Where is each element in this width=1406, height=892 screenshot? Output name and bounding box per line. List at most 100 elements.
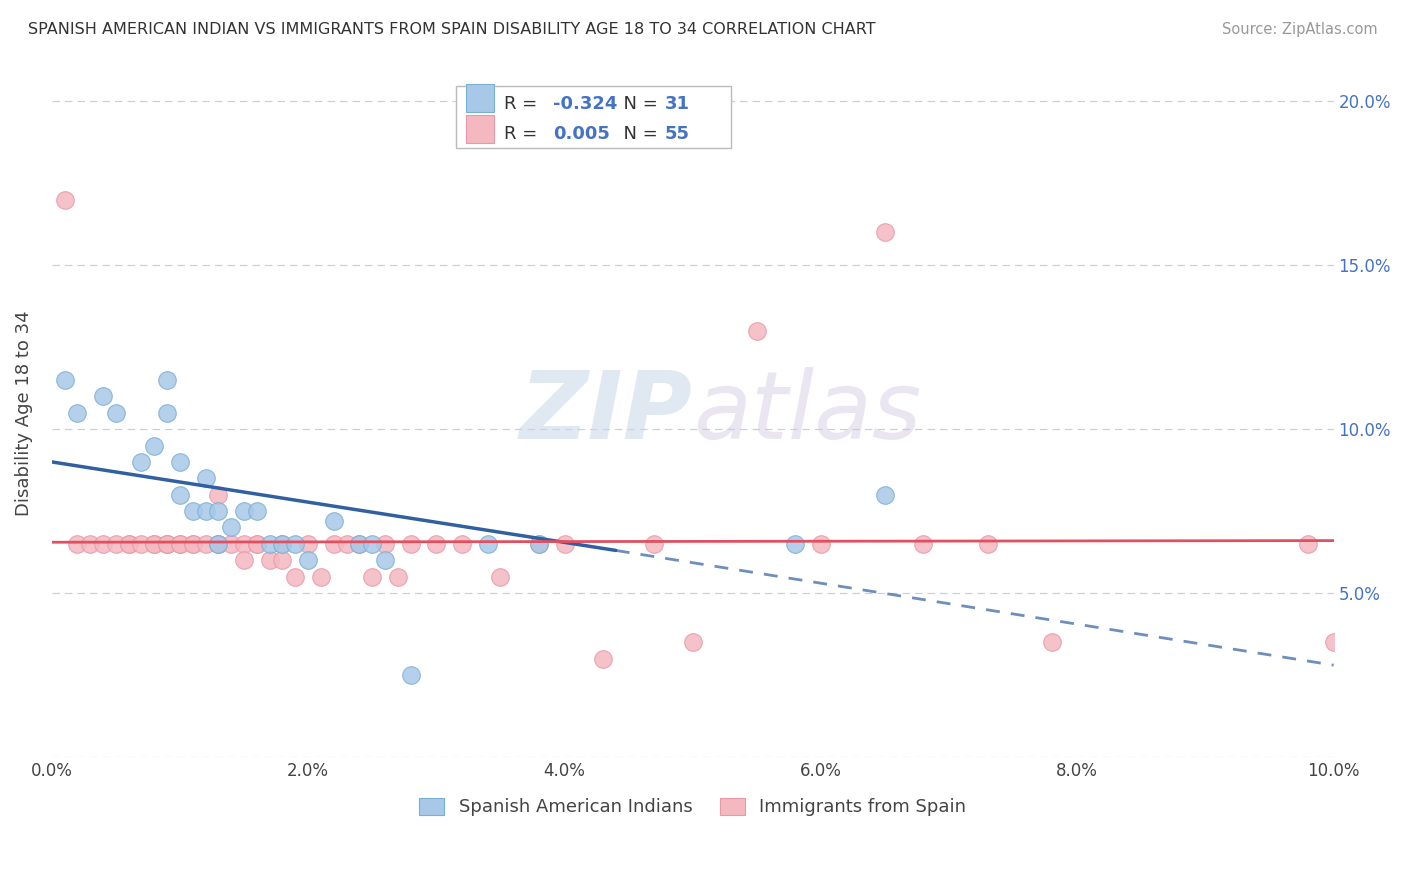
Text: -0.324: -0.324 [553,95,617,113]
Point [131,455,153,469]
Point [976,537,998,551]
Point [297,553,319,567]
Text: SPANISH AMERICAN INDIAN VS IMMIGRANTS FROM SPAIN DISABILITY AGE 18 TO 34 CORRELA: SPANISH AMERICAN INDIAN VS IMMIGRANTS FR… [28,22,876,37]
Point [451,537,474,551]
Point [104,406,127,420]
Text: atlas: atlas [693,368,921,458]
Point [553,537,575,551]
Y-axis label: Disability Age 18 to 34: Disability Age 18 to 34 [15,310,32,516]
Point [66,537,89,551]
Text: N =: N = [612,125,664,143]
Point [156,373,179,387]
Point [271,537,294,551]
Point [233,537,256,551]
Point [271,537,294,551]
Text: Source: ZipAtlas.com: Source: ZipAtlas.com [1222,22,1378,37]
Text: R =: R = [505,125,543,143]
Point [349,537,371,551]
FancyBboxPatch shape [465,115,494,143]
Point [399,668,422,682]
Point [156,537,179,551]
Point [399,537,422,551]
Point [169,537,191,551]
Point [131,537,153,551]
Point [527,537,550,551]
Text: 55: 55 [665,125,689,143]
Point [219,520,242,534]
Point [912,537,935,551]
Point [259,553,281,567]
Point [682,635,704,649]
Point [207,504,229,518]
Point [207,537,229,551]
Point [284,569,307,583]
Point [143,537,166,551]
Point [1296,537,1319,551]
Point [53,373,76,387]
Point [156,537,179,551]
Point [309,569,332,583]
Point [349,537,371,551]
Point [219,537,242,551]
Point [181,504,204,518]
Point [477,537,499,551]
Point [79,537,101,551]
Point [810,537,832,551]
Point [374,553,396,567]
Point [246,504,269,518]
Point [284,537,307,551]
Point [745,324,768,338]
Point [207,537,229,551]
Point [104,537,127,551]
Point [246,537,269,551]
Point [194,504,217,518]
Point [66,406,89,420]
Point [336,537,359,551]
Point [207,537,229,551]
Point [53,193,76,207]
Point [322,514,344,528]
Text: ZIP: ZIP [520,367,693,458]
Point [259,537,281,551]
Text: N =: N = [612,95,664,113]
Point [207,488,229,502]
Point [873,226,896,240]
Point [361,569,384,583]
Point [156,406,179,420]
Point [271,553,294,567]
Point [873,488,896,502]
FancyBboxPatch shape [456,86,731,148]
Point [181,537,204,551]
Point [181,537,204,551]
Point [361,537,384,551]
Point [322,537,344,551]
Point [425,537,447,551]
Text: 31: 31 [665,95,689,113]
Point [118,537,141,551]
Point [156,537,179,551]
Point [169,488,191,502]
Point [194,471,217,485]
Point [233,553,256,567]
Point [489,569,512,583]
Point [643,537,665,551]
Point [233,504,256,518]
Point [246,537,269,551]
Point [169,537,191,551]
Point [297,537,319,551]
Point [592,651,614,665]
Point [169,455,191,469]
Text: 0.005: 0.005 [553,125,610,143]
Legend: Spanish American Indians, Immigrants from Spain: Spanish American Indians, Immigrants fro… [412,790,973,823]
Point [91,537,114,551]
Point [194,537,217,551]
Point [374,537,396,551]
FancyBboxPatch shape [465,84,494,112]
Point [527,537,550,551]
Point [143,537,166,551]
Point [387,569,409,583]
Point [785,537,807,551]
Point [1323,635,1346,649]
Text: R =: R = [505,95,543,113]
Point [118,537,141,551]
